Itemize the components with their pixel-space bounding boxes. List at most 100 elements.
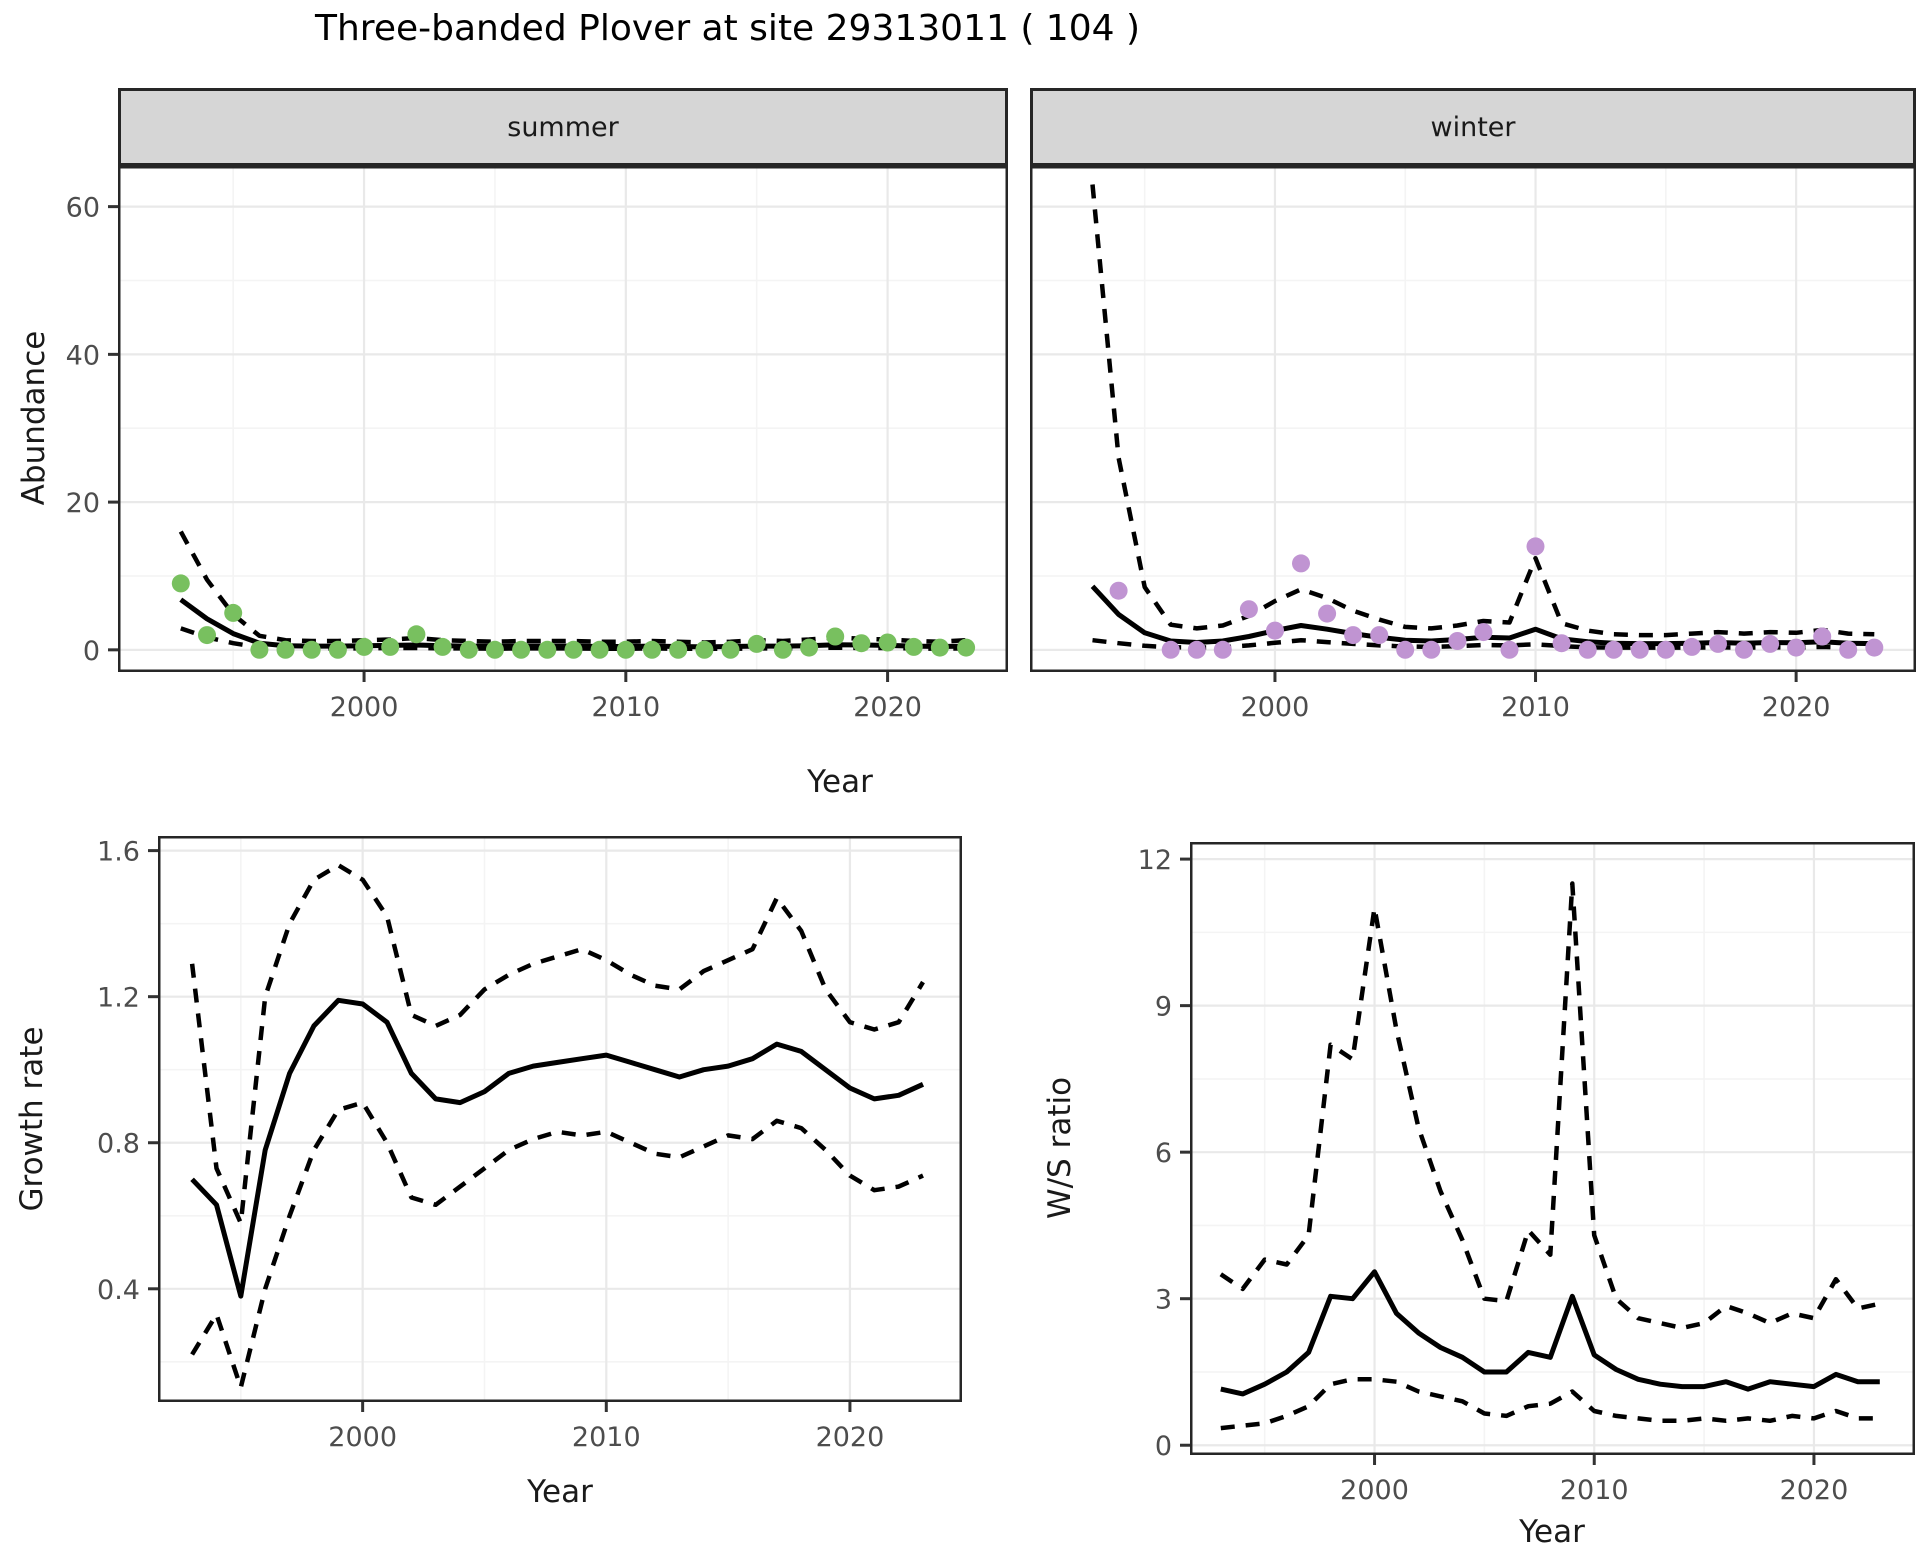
data-point-observed-winter	[1292, 554, 1310, 573]
series-fit-line	[179, 597, 967, 650]
series-fit-line	[1220, 1269, 1880, 1397]
panel-growth-rate: 2000 2010 2020 0.4 0.8 1.2 1.6	[97, 836, 962, 1453]
y-tick-label: 3	[1155, 1285, 1172, 1316]
data-point-observed-summer	[773, 640, 792, 659]
panel-border	[158, 836, 962, 1402]
data-point-observed-winter	[1344, 626, 1363, 645]
data-point-observed-summer	[198, 626, 216, 645]
data-point-observed-winter	[1422, 640, 1441, 659]
data-point-observed-summer	[747, 634, 766, 653]
data-point-observed-winter	[1813, 627, 1832, 646]
y-tick-label: 1.6	[97, 837, 140, 868]
series-fit-line	[190, 997, 925, 1299]
data-point-observed-summer	[852, 634, 871, 653]
data-point-observed-winter	[1396, 640, 1415, 659]
data-point-observed-summer	[355, 637, 374, 656]
data-point-observed-winter	[1213, 640, 1232, 659]
data-point-observed-winter	[1656, 640, 1675, 659]
facet-strip-summer-label: summer	[507, 111, 619, 143]
y-axis-title-growth-rate: Growth rate	[14, 1026, 50, 1212]
data-point-observed-summer	[643, 640, 661, 659]
series-upper-ci-line	[1219, 881, 1881, 1331]
data-point-observed-summer	[800, 638, 819, 657]
x-axis-title-year-top: Year	[807, 764, 873, 800]
facet-strip-winter: winter	[1030, 88, 1916, 166]
y-tick-label: 12	[1138, 845, 1172, 876]
data-point-observed-summer	[721, 640, 740, 659]
series-lower-ci-line	[1220, 1377, 1880, 1431]
data-point-observed-winter	[1787, 638, 1806, 657]
data-point-observed-winter	[1578, 640, 1597, 659]
y-tick-label: 40	[66, 340, 100, 371]
data-point-observed-summer	[930, 638, 949, 657]
y-axis-title-abundance: Abundance	[16, 330, 52, 506]
data-point-observed-summer	[407, 625, 426, 644]
panel-abundance-summer: 2000 2010 2020 0 20 40 60	[66, 166, 1008, 723]
data-point-observed-summer	[512, 640, 531, 659]
data-point-observed-winter	[1552, 634, 1571, 653]
x-tick-label: 2000	[330, 692, 399, 723]
data-point-observed-winter	[1604, 640, 1623, 659]
facet-strip-winter-label: winter	[1430, 111, 1516, 143]
panel-border	[1030, 166, 1916, 672]
data-point-observed-winter	[1839, 640, 1858, 659]
data-point-observed-winter	[1865, 638, 1884, 657]
data-point-observed-winter	[1709, 634, 1727, 653]
y-axis-title-ws-ratio: W/S ratio	[1042, 1076, 1078, 1220]
data-point-observed-summer	[669, 640, 688, 659]
data-point-observed-winter	[1682, 637, 1701, 656]
data-point-observed-summer	[590, 640, 609, 659]
x-tick-label: 2000	[328, 1422, 397, 1453]
data-point-observed-winter	[1735, 640, 1753, 659]
data-point-observed-summer	[250, 640, 269, 659]
x-tick-label: 2020	[853, 692, 922, 723]
data-point-observed-summer	[302, 640, 321, 659]
data-point-observed-winter	[1266, 621, 1284, 640]
facet-strip-summer: summer	[118, 88, 1008, 166]
x-tick-label: 2020	[1762, 692, 1831, 723]
x-tick-label: 2010	[591, 692, 660, 723]
panel-ws-ratio: 2000 2010 2020 0 3 6 9 12	[1138, 842, 1915, 1506]
data-point-observed-summer	[459, 640, 478, 659]
panel-border	[1190, 842, 1915, 1455]
data-point-observed-summer	[878, 633, 897, 652]
data-point-observed-winter	[1474, 623, 1493, 642]
data-point-observed-winter	[1318, 604, 1337, 623]
data-point-observed-summer	[538, 640, 557, 659]
x-axis-title-year-growth: Year	[527, 1474, 593, 1510]
y-tick-label: 0	[83, 636, 100, 667]
data-point-observed-winter	[1448, 632, 1467, 650]
data-point-observed-winter	[1109, 581, 1128, 600]
data-point-observed-winter	[1187, 640, 1206, 659]
data-point-observed-winter	[1239, 600, 1258, 619]
data-point-observed-summer	[171, 574, 190, 593]
y-tick-label: 20	[66, 488, 100, 519]
y-tick-label: 0.8	[97, 1129, 140, 1160]
data-point-observed-winter	[1761, 634, 1780, 653]
data-point-observed-summer	[224, 603, 243, 622]
data-point-observed-summer	[485, 640, 504, 659]
series-upper-ci-line	[1090, 184, 1875, 638]
data-point-observed-summer	[826, 627, 845, 646]
y-tick-label: 1.2	[97, 983, 140, 1014]
series-upper-ci-line	[189, 862, 925, 1226]
data-point-observed-winter	[1500, 640, 1519, 659]
data-point-observed-summer	[564, 640, 583, 659]
x-tick-label: 2020	[1780, 1475, 1849, 1506]
series-upper-ci-line	[178, 530, 967, 645]
panel-border	[118, 166, 1008, 672]
data-point-observed-summer	[904, 637, 923, 656]
data-point-observed-summer	[433, 637, 452, 656]
data-point-observed-winter	[1526, 537, 1545, 556]
data-point-observed-summer	[328, 640, 347, 659]
x-tick-label: 2010	[1501, 692, 1570, 723]
data-point-observed-winter	[1161, 640, 1180, 659]
plot-title: Three-banded Plover at site 29313011 ( 1…	[315, 8, 1141, 49]
x-tick-label: 2010	[1560, 1475, 1629, 1506]
y-tick-label: 60	[66, 193, 100, 224]
data-point-observed-summer	[695, 640, 714, 659]
x-tick-label: 2000	[1340, 1475, 1409, 1506]
data-point-observed-summer	[381, 637, 400, 656]
x-tick-label: 2020	[816, 1422, 885, 1453]
